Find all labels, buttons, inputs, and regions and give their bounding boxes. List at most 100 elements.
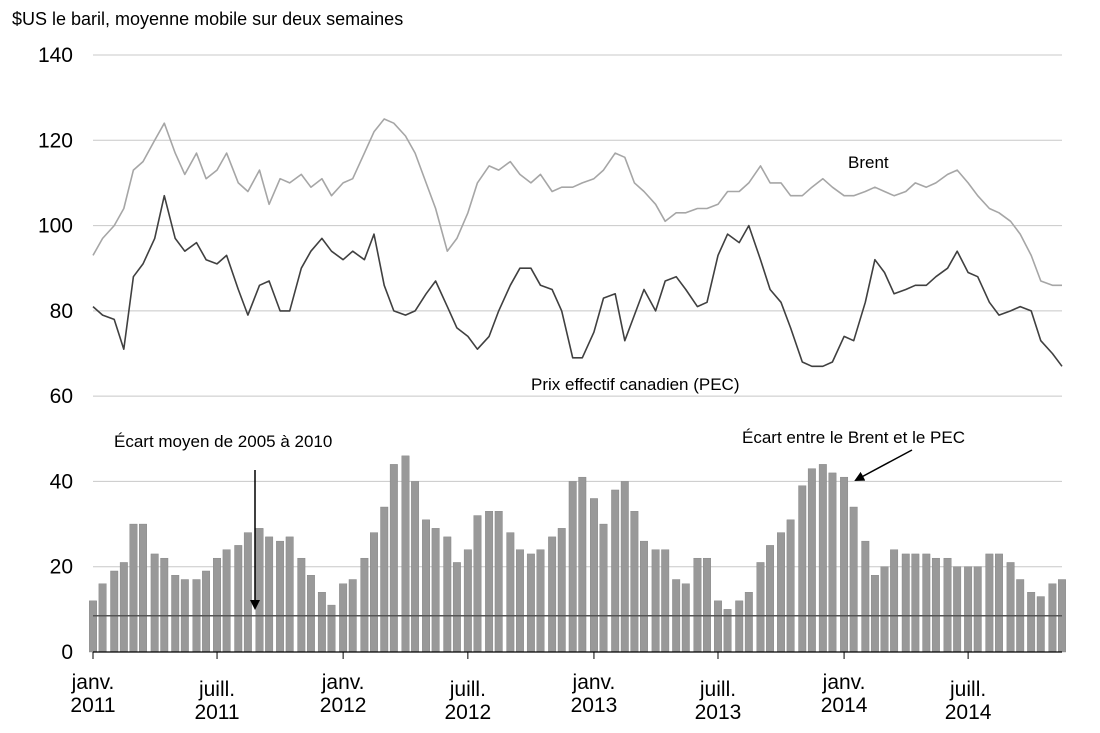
spread-bar-7 <box>160 557 169 653</box>
spread-bar-40 <box>506 532 515 653</box>
spread-bar-70 <box>818 464 827 653</box>
spread-bar-36 <box>463 549 472 653</box>
spread-bar-71 <box>828 472 837 653</box>
spread-bar-73 <box>849 506 858 653</box>
spread-bar-55 <box>661 549 670 653</box>
spread-bar-68 <box>798 485 807 653</box>
spread-bar-57 <box>681 583 690 653</box>
spread-bar-41 <box>515 549 524 653</box>
x-tick-labels: janv.2011juill.2011janv.2012juill.2012ja… <box>70 671 991 724</box>
spread-label: Écart entre le Brent et le PEC <box>742 428 965 447</box>
spread-bar-39 <box>494 511 503 653</box>
spread-bar-44 <box>548 536 557 653</box>
spread-bar-69 <box>807 468 816 653</box>
spread-bar-45 <box>557 528 566 653</box>
y-tick-label-120: 120 <box>38 129 73 152</box>
gridlines <box>93 54 1062 568</box>
spread-bar-32 <box>422 519 430 653</box>
spread-bar-2 <box>110 570 119 653</box>
x-tick-label-line2-4: 2013 <box>571 694 618 717</box>
x-tick-label-line1-6: janv. <box>822 671 866 694</box>
spread-bar-82 <box>943 557 952 653</box>
spread-bar-18 <box>276 540 285 653</box>
spread-bars <box>89 455 1066 653</box>
spread-bar-8 <box>171 575 180 653</box>
spread-bar-60 <box>714 600 722 653</box>
spread-bar-51 <box>620 481 629 653</box>
y-axis-label: $US le baril, moyenne mobile sur deux se… <box>12 9 403 29</box>
spread-bar-76 <box>880 566 889 653</box>
spread-bar-91 <box>1036 596 1045 653</box>
x-tick-label-line2-1: 2011 <box>194 701 239 724</box>
spread-bar-17 <box>265 536 274 653</box>
spread-bar-86 <box>985 553 994 653</box>
series-line-1 <box>92 194 1063 368</box>
spread-bar-47 <box>578 476 587 653</box>
x-tick-label-line1-1: juill. <box>198 678 235 701</box>
spread-bar-78 <box>901 553 910 653</box>
spread-bar-83 <box>953 566 962 653</box>
spread-bar-43 <box>536 549 545 653</box>
spread-bar-87 <box>995 553 1003 653</box>
spread-bar-6 <box>150 553 159 653</box>
spread-bar-48 <box>590 498 598 653</box>
spread-bar-52 <box>630 511 639 653</box>
y-tick-label-140: 140 <box>38 44 73 67</box>
x-tick-label-line1-4: janv. <box>572 671 616 694</box>
x-tick-label-line1-2: janv. <box>321 671 365 694</box>
spread-bar-80 <box>922 553 931 653</box>
spread-bar-65 <box>766 545 775 653</box>
spread-bar-64 <box>756 562 765 653</box>
spread-bar-62 <box>735 600 744 653</box>
spread-bar-30 <box>401 455 410 653</box>
spread-bar-33 <box>431 528 440 653</box>
x-tick-label-line1-0: janv. <box>71 671 115 694</box>
spread-bar-31 <box>411 481 420 653</box>
y-tick-label-20: 20 <box>50 556 73 579</box>
x-tick-label-line1-7: juill. <box>949 678 986 701</box>
x-tick-label-line1-5: juill. <box>699 678 736 701</box>
y-tick-label-60: 60 <box>50 385 73 408</box>
spread-bar-75 <box>870 575 879 653</box>
spread-bar-29 <box>389 464 398 653</box>
spread-bar-28 <box>380 506 389 653</box>
axes <box>92 651 1062 659</box>
spread-bar-58 <box>693 557 702 653</box>
x-tick-label-line2-3: 2012 <box>444 701 491 724</box>
spread-bar-74 <box>861 540 870 653</box>
spread-bar-88 <box>1006 562 1015 653</box>
spread-bar-0 <box>89 600 97 653</box>
spread-bar-3 <box>119 562 128 653</box>
spread-bar-85 <box>973 566 982 653</box>
spread-bar-11 <box>202 570 211 653</box>
spread-bar-72 <box>840 476 849 653</box>
spread-bar-92 <box>1048 583 1057 653</box>
series-line-0 <box>92 118 1062 287</box>
spread-bar-19 <box>285 536 294 653</box>
spread-bar-14 <box>234 545 243 653</box>
spread-bar-81 <box>931 557 940 653</box>
spread-bar-37 <box>473 515 482 653</box>
spread-bar-22 <box>317 592 326 653</box>
y-tick-label-0: 0 <box>61 641 73 664</box>
y-tick-label-40: 40 <box>50 470 73 493</box>
spread-bar-38 <box>485 511 494 653</box>
spread-bar-46 <box>568 481 577 653</box>
spread-bar-21 <box>306 575 315 653</box>
x-tick-label-line2-5: 2013 <box>695 701 742 724</box>
spread-bar-84 <box>964 566 973 653</box>
spread-bar-63 <box>744 592 753 653</box>
price-lines <box>92 118 1063 368</box>
spread-bar-20 <box>297 557 306 653</box>
spread-bar-24 <box>339 583 348 653</box>
x-tick-label-line2-2: 2012 <box>320 694 367 717</box>
y-tick-label-100: 100 <box>38 215 73 238</box>
spread-bar-79 <box>911 553 920 653</box>
brent-label: Brent <box>848 153 889 172</box>
spread-bar-77 <box>890 549 899 653</box>
spread-bar-4 <box>129 523 138 653</box>
spread-bar-59 <box>703 557 711 653</box>
spread-bar-26 <box>360 557 369 653</box>
spread-bar-23 <box>327 604 336 653</box>
spread-bar-54 <box>651 549 660 653</box>
